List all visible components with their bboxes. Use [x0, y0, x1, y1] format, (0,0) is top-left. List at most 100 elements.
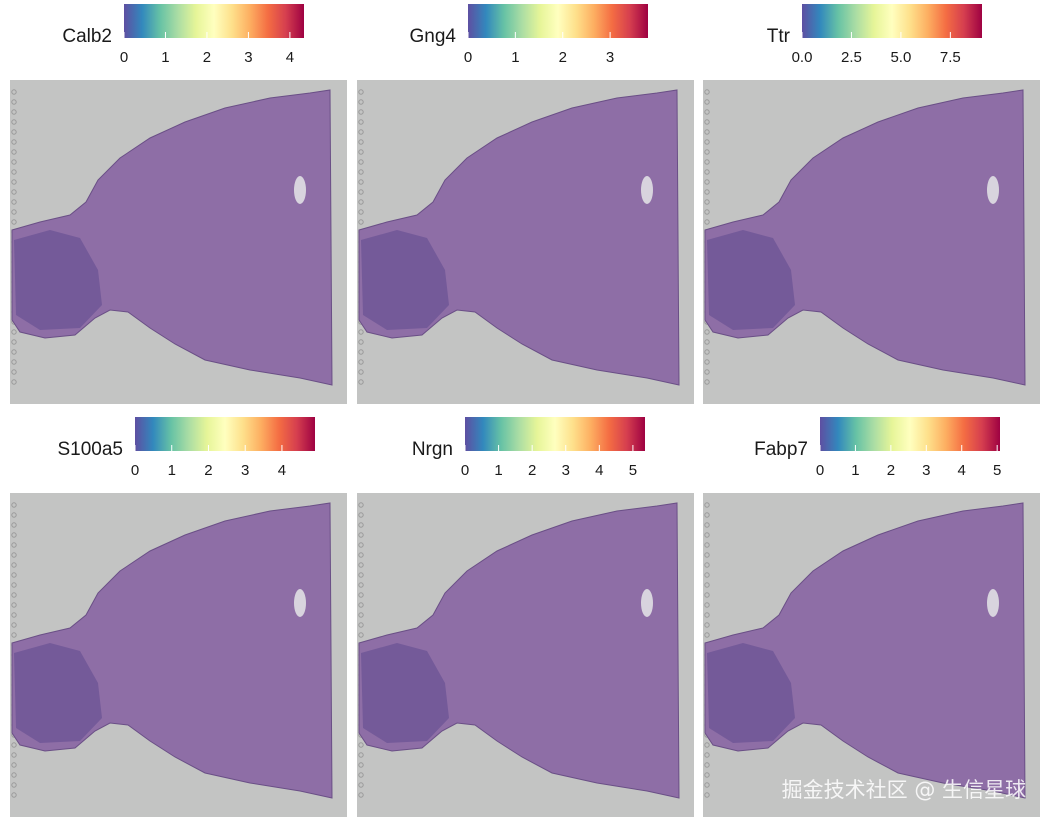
colorbar-tick-label: 2 — [204, 462, 212, 479]
fiducial — [11, 149, 17, 155]
colorbar-tick-label: 4 — [958, 462, 966, 479]
fiducial — [704, 752, 710, 758]
colorbar-tick-label: 0 — [120, 49, 128, 66]
fiducial — [358, 329, 364, 335]
fiducial — [358, 542, 364, 548]
fiducial — [11, 369, 17, 375]
fiducial — [704, 219, 710, 225]
ventricle — [294, 589, 306, 617]
fiducial — [704, 592, 710, 598]
colorbar-tick-label: 0 — [816, 462, 824, 479]
fiducial — [704, 349, 710, 355]
fiducial — [704, 742, 710, 748]
colorbar-tick-label: 3 — [241, 462, 249, 479]
fiducial — [11, 329, 17, 335]
fiducial — [11, 109, 17, 115]
fiducial — [11, 612, 17, 618]
colorbar-tick-label: 5 — [993, 462, 1001, 479]
tissue — [358, 89, 680, 386]
fiducial — [11, 792, 17, 798]
fiducial — [704, 369, 710, 375]
fiducial — [704, 532, 710, 538]
fiducial — [11, 512, 17, 518]
fiducial — [11, 552, 17, 558]
fiducial — [358, 562, 364, 568]
fiducial — [704, 99, 710, 105]
fiducial — [358, 129, 364, 135]
fiducial — [11, 169, 17, 175]
colorbar-title: Gng4 — [410, 26, 457, 47]
fiducial — [704, 89, 710, 95]
fiducial — [704, 782, 710, 788]
colorbar-tick-label: 0 — [131, 462, 139, 479]
colorbar — [124, 4, 304, 38]
fiducial — [704, 189, 710, 195]
fiducial — [704, 209, 710, 215]
colorbar-tick-label: 1 — [168, 462, 176, 479]
tissue — [704, 89, 1026, 386]
fiducial — [704, 582, 710, 588]
colorbar-tick-label: 0 — [461, 462, 469, 479]
fiducial — [704, 109, 710, 115]
tissue — [11, 502, 333, 799]
olfactory-bulb — [14, 643, 102, 743]
fiducial — [358, 772, 364, 778]
fiducial — [11, 572, 17, 578]
fiducial — [358, 159, 364, 165]
colorbar-tick-label: 0.0 — [792, 49, 813, 66]
fiducial — [11, 119, 17, 125]
fiducial — [704, 339, 710, 345]
watermark: 掘金技术社区 @ 生信星球 — [782, 778, 1026, 802]
fiducial — [704, 562, 710, 568]
fiducial — [11, 179, 17, 185]
colorbar-tick-label: 0 — [464, 49, 472, 66]
fiducial — [358, 612, 364, 618]
fiducial — [358, 522, 364, 528]
fiducial — [704, 542, 710, 548]
fiducial — [358, 602, 364, 608]
fiducial — [358, 109, 364, 115]
colorbar-tick-label: 5.0 — [890, 49, 911, 66]
fiducial — [358, 379, 364, 385]
colorbar-title: Calb2 — [62, 26, 112, 47]
fiducial — [358, 169, 364, 175]
fiducial — [704, 139, 710, 145]
fiducial — [704, 379, 710, 385]
colorbar-tick-label: 1 — [161, 49, 169, 66]
ventricle — [987, 176, 999, 204]
fiducial — [11, 542, 17, 548]
colorbar-tick-label: 2 — [203, 49, 211, 66]
olfactory-bulb — [361, 643, 449, 743]
colorbar-tick-label: 1 — [494, 462, 502, 479]
colorbar — [135, 417, 315, 451]
fiducial — [11, 139, 17, 145]
fiducial — [704, 179, 710, 185]
colorbar-tick-label: 2 — [887, 462, 895, 479]
fiducial — [358, 532, 364, 538]
fiducial — [358, 622, 364, 628]
colorbar — [820, 417, 1000, 451]
fiducial — [11, 502, 17, 508]
fiducial — [358, 592, 364, 598]
fiducial — [704, 359, 710, 365]
colorbar-title: Ttr — [767, 26, 791, 47]
ventricle — [294, 176, 306, 204]
colorbar-tick-label: 2 — [528, 462, 536, 479]
colorbar — [802, 4, 982, 38]
fiducial — [358, 139, 364, 145]
fiducial — [704, 149, 710, 155]
fiducial — [704, 522, 710, 528]
olfactory-bulb — [14, 230, 102, 330]
fiducial — [704, 119, 710, 125]
fiducial — [358, 572, 364, 578]
colorbar-tick-label: 3 — [244, 49, 252, 66]
ventricle — [641, 589, 653, 617]
fiducial — [358, 349, 364, 355]
fiducial — [11, 582, 17, 588]
olfactory-bulb — [707, 643, 795, 743]
fiducial — [704, 602, 710, 608]
colorbar-tick-label: 4 — [278, 462, 286, 479]
fiducial — [358, 742, 364, 748]
colorbar — [465, 417, 645, 451]
